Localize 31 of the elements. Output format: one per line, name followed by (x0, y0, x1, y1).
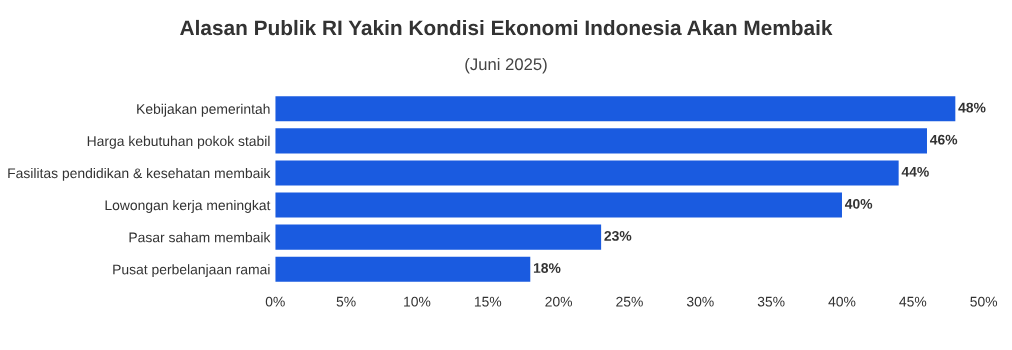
bar (275, 96, 956, 122)
data-label: 46% (929, 134, 958, 145)
bar (275, 160, 899, 186)
x-tick-label: 25% (616, 296, 643, 307)
bar (275, 128, 927, 154)
y-tick-label: Fasilitas pendidikan & kesehatan membaik (8, 167, 271, 181)
x-tick-label: 50% (970, 296, 998, 307)
chart-title: Alasan Publik RI Yakin Kondisi Ekonomi Indonesia Akan Membaik (180, 19, 833, 36)
data-label: 18% (533, 263, 561, 273)
bar (275, 256, 531, 282)
data-label: 40% (844, 198, 873, 209)
y-tick-label: Pasar saham membaik (129, 232, 271, 243)
x-tick-label: 40% (828, 296, 856, 307)
x-tick-label: 15% (474, 296, 502, 307)
x-tick-label: 0% (265, 296, 285, 307)
x-tick-label: 30% (686, 296, 714, 307)
x-tick-label: 5% (336, 296, 356, 307)
chart-subtitle: (Juni 2025) (465, 57, 547, 74)
data-label: 44% (901, 166, 929, 177)
bar (275, 192, 842, 218)
data-label: 48% (958, 102, 986, 113)
y-tick-label: Pusat perbelanjaan ramai (113, 264, 270, 278)
y-tick-label: Kebijakan pemerintah (137, 103, 270, 117)
x-tick-label: 10% (404, 296, 431, 307)
x-tick-label: 35% (757, 296, 785, 307)
bar (275, 224, 602, 250)
x-tick-label: 20% (545, 296, 573, 307)
data-label: 23% (604, 231, 632, 241)
x-tick-label: 45% (899, 296, 927, 307)
y-tick-label: Lowongan kerja meningkat (105, 200, 271, 213)
y-tick-label: Harga kebutuhan pokok stabil (87, 135, 270, 149)
